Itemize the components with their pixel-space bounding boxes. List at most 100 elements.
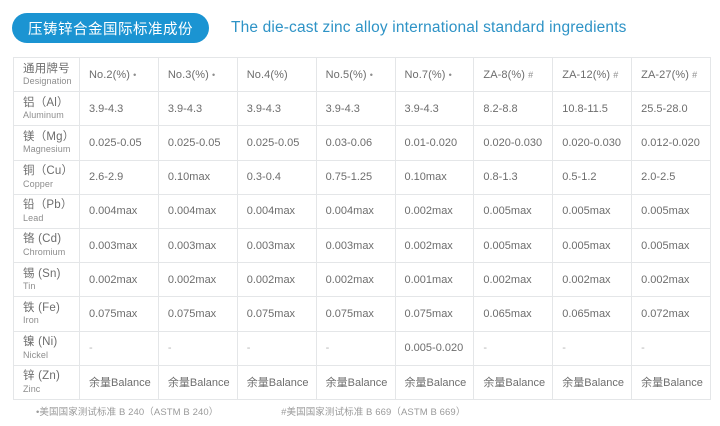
cell-al-za12: 10.8-11.5 (552, 91, 633, 127)
footnote-mark-icon: # (692, 69, 698, 80)
cell-cu-no2: 2.6-2.9 (79, 159, 159, 195)
table-row: 铁 (Fe) Iron 0.075max 0.075max 0.075max 0… (13, 296, 711, 332)
cell-cu-za8: 0.8-1.3 (473, 159, 554, 195)
cell-mg-no5: 0.03-0.06 (315, 125, 396, 161)
cell-cu-za12: 0.5-1.2 (552, 159, 633, 195)
cell-cu-no7: 0.10max (394, 159, 475, 195)
cell-al-no2: 3.9-4.3 (79, 91, 159, 127)
column-header-za27: ZA-27(%) # (631, 56, 711, 93)
footnote-mark-icon: # (613, 69, 619, 80)
cell-pb-no4: 0.004max (236, 193, 317, 229)
cell-zn-no4: 余量Balance (236, 364, 317, 400)
table-row: 镁（Mg） Magnesium 0.025-0.05 0.025-0.05 0.… (13, 125, 711, 161)
row-header-tin: 锡 (Sn) Tin (13, 262, 80, 298)
cell-zn-no7: 余量Balance (394, 364, 475, 400)
footnote-mark-icon: • (369, 69, 373, 80)
cell-mg-no3: 0.025-0.05 (157, 125, 238, 161)
table-row: 铝（Al） Aluminum 3.9-4.3 3.9-4.3 3.9-4.3 3… (13, 91, 711, 127)
cell-fe-za12: 0.065max (552, 296, 633, 332)
title-badge-chinese: 压铸锌合金国际标准成份 (12, 13, 209, 43)
cell-pb-za8: 0.005max (473, 193, 554, 229)
footnotes: •美国国家测试标准 B 240（ASTM B 240） #美国国家测试标准 B … (13, 404, 710, 418)
page-title-english: The die-cast zinc alloy international st… (231, 19, 627, 36)
cell-ni-no4: - (236, 330, 317, 366)
cell-ni-no7: 0.005-0.020 (394, 330, 475, 366)
table-row: 铅（Pb） Lead 0.004max 0.004max 0.004max 0.… (13, 193, 711, 229)
cell-fe-no7: 0.075max (394, 296, 475, 332)
cell-mg-no7: 0.01-0.020 (394, 125, 475, 161)
cell-fe-no2: 0.075max (79, 296, 159, 332)
cell-cd-za27: 0.005max (631, 227, 711, 264)
cell-fe-no3: 0.075max (157, 296, 238, 332)
cell-sn-no2: 0.002max (79, 262, 159, 298)
cell-al-no5: 3.9-4.3 (315, 91, 396, 127)
column-header-designation-cn: 通用牌号 (23, 62, 70, 75)
cell-ni-za12: - (552, 330, 633, 366)
cell-pb-no5: 0.004max (315, 193, 396, 229)
cell-cd-za8: 0.005max (473, 227, 554, 264)
cell-sn-za12: 0.002max (552, 262, 633, 298)
row-header-copper: 铜（Cu） Copper (13, 159, 80, 195)
footnote-mark-icon: • (211, 69, 216, 80)
row-header-magnesium: 镁（Mg） Magnesium (13, 125, 80, 161)
column-header-no7: No.7(%) • (394, 56, 475, 93)
footnote-mark-icon: • (133, 69, 137, 80)
column-header-no4: No.4(%) (236, 56, 317, 93)
cell-fe-no5: 0.075max (315, 296, 396, 332)
cell-mg-no4: 0.025-0.05 (236, 125, 317, 161)
cell-mg-za8: 0.020-0.030 (473, 125, 554, 161)
cell-sn-za27: 0.002max (631, 262, 711, 298)
cell-pb-no7: 0.002max (394, 193, 475, 229)
cell-al-no4: 3.9-4.3 (236, 91, 317, 127)
row-header-chromium: 铬 (Cd) Chromium (13, 227, 80, 264)
zinc-alloy-standards-table: 通用牌号 Designation No.2(%) • No.3(%) • No.… (13, 56, 711, 400)
row-header-iron: 铁 (Fe) Iron (13, 296, 80, 332)
cell-fe-za27: 0.072max (631, 296, 711, 332)
cell-ni-no2: - (79, 330, 159, 366)
column-header-no3: No.3(%) • (157, 56, 238, 93)
table-row: 铬 (Cd) Chromium 0.003max 0.003max 0.003m… (13, 227, 711, 264)
cell-cd-no7: 0.002max (394, 227, 475, 264)
row-header-lead: 铅（Pb） Lead (13, 193, 80, 229)
row-header-nickel: 镍 (Ni) Nickel (13, 330, 80, 366)
cell-pb-za27: 0.005max (631, 193, 711, 229)
cell-zn-za12: 余量Balance (552, 364, 633, 400)
cell-cd-no5: 0.003max (315, 227, 396, 264)
cell-cd-no4: 0.003max (236, 227, 317, 264)
cell-pb-no2: 0.004max (79, 193, 159, 229)
cell-zn-za27: 余量Balance (631, 364, 711, 400)
cell-al-no3: 3.9-4.3 (157, 91, 238, 127)
footnote-mark-icon: # (528, 69, 534, 80)
cell-mg-no2: 0.025-0.05 (79, 125, 159, 161)
table-row: 锡 (Sn) Tin 0.002max 0.002max 0.002max 0.… (13, 262, 711, 298)
cell-zn-no3: 余量Balance (157, 364, 238, 400)
column-header-za12: ZA-12(%) # (552, 56, 633, 93)
cell-zn-no2: 余量Balance (79, 364, 159, 400)
cell-zn-za8: 余量Balance (473, 364, 554, 400)
cell-al-no7: 3.9-4.3 (394, 91, 475, 127)
cell-sn-za8: 0.002max (473, 262, 554, 298)
footnote-mark-icon: • (448, 69, 452, 80)
cell-sn-no4: 0.002max (236, 262, 317, 298)
cell-cu-za27: 2.0-2.5 (631, 159, 711, 195)
cell-cd-no3: 0.003max (157, 227, 238, 264)
cell-zn-no5: 余量Balance (315, 364, 396, 400)
cell-cu-no4: 0.3-0.4 (236, 159, 317, 195)
footnote-astm-b669: #美国国家测试标准 B 669（ASTM B 669） (281, 407, 466, 418)
cell-cu-no5: 0.75-1.25 (315, 159, 396, 195)
row-header-zinc: 锌 (Zn) Zinc (13, 364, 80, 400)
cell-sn-no5: 0.002max (315, 262, 396, 298)
cell-sn-no3: 0.002max (157, 262, 238, 298)
table-row: 镍 (Ni) Nickel - - - - 0.005-0.020 - - - (13, 330, 711, 366)
table-row: 锌 (Zn) Zinc 余量Balance 余量Balance 余量Balanc… (13, 364, 711, 400)
standards-table-wrap: 通用牌号 Designation No.2(%) • No.3(%) • No.… (13, 56, 711, 400)
page-header: 压铸锌合金国际标准成份 The die-cast zinc alloy inte… (0, 0, 720, 56)
cell-cd-no2: 0.003max (79, 227, 159, 264)
column-header-no2: No.2(%) • (79, 56, 159, 93)
cell-pb-no3: 0.004max (157, 193, 238, 229)
row-header-aluminum: 铝（Al） Aluminum (13, 91, 80, 127)
column-header-za8: ZA-8(%) # (473, 56, 554, 93)
cell-fe-no4: 0.075max (236, 296, 317, 332)
cell-al-za8: 8.2-8.8 (473, 91, 554, 127)
cell-ni-za8: - (473, 330, 554, 366)
